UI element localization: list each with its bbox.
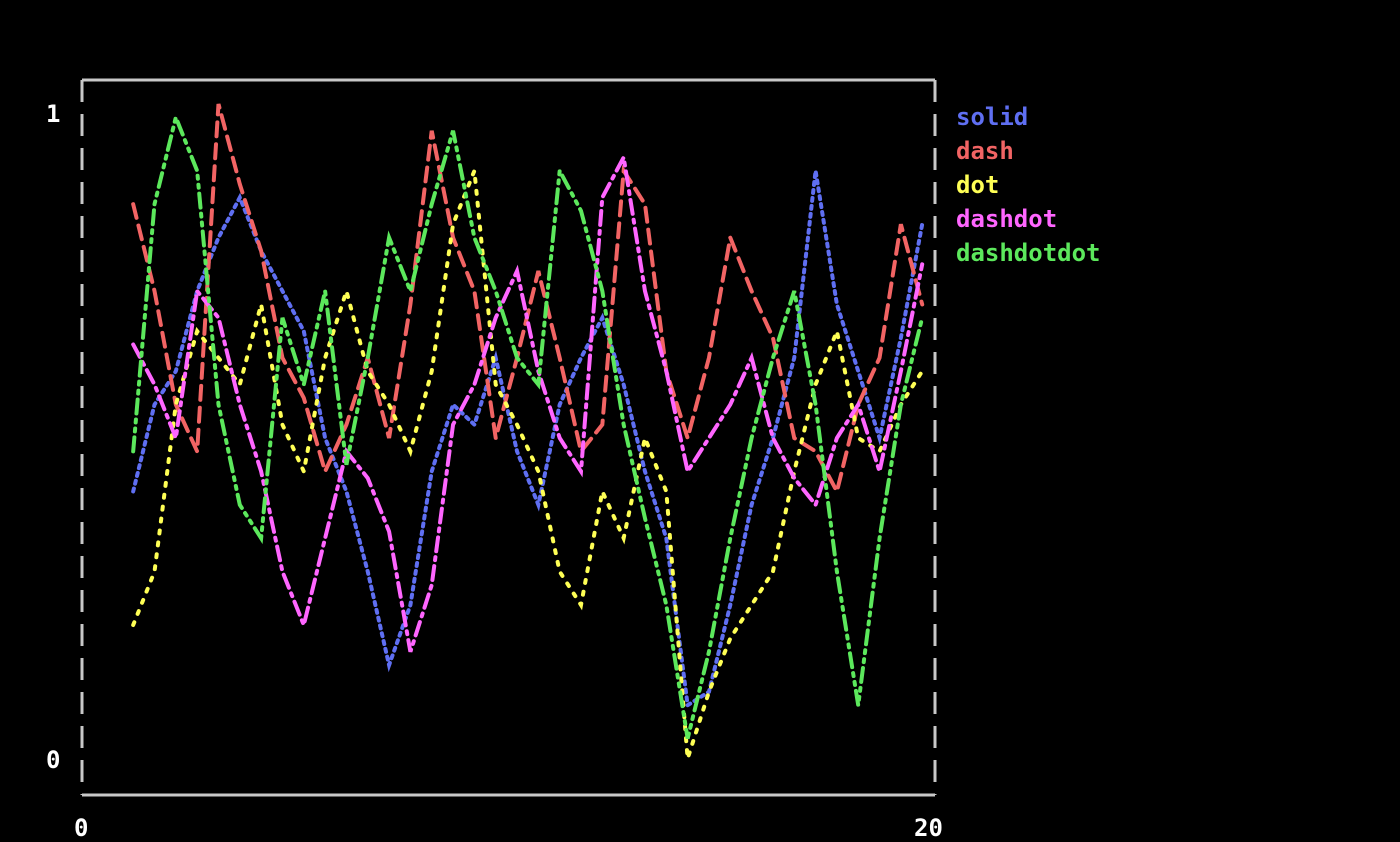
series-line-dashdot bbox=[131, 151, 925, 653]
series-line-dot bbox=[131, 170, 925, 760]
plot-frame bbox=[80, 78, 937, 797]
series-line-solid bbox=[131, 170, 925, 709]
legend-entry-dashdot: dashdot bbox=[956, 205, 1058, 233]
legend-entry-dashdotdot: dashdotdot bbox=[956, 239, 1101, 267]
legend-entry-solid: solid bbox=[956, 103, 1029, 131]
series-line-dashdotdot bbox=[131, 110, 925, 740]
y-tick-label-top: 1 bbox=[46, 100, 61, 128]
x-tick-label-left: 0 bbox=[74, 814, 89, 842]
series-line-dash bbox=[131, 103, 925, 498]
x-tick-label-right: 20 bbox=[914, 814, 943, 842]
legend-entry-dash: dash bbox=[956, 137, 1014, 165]
legend-entry-dot: dot bbox=[956, 171, 1000, 199]
y-tick-label-bottom: 0 bbox=[46, 746, 61, 774]
series-lines bbox=[131, 103, 925, 760]
legend: solid dash dot dashdot dashdotdot bbox=[956, 100, 1101, 270]
